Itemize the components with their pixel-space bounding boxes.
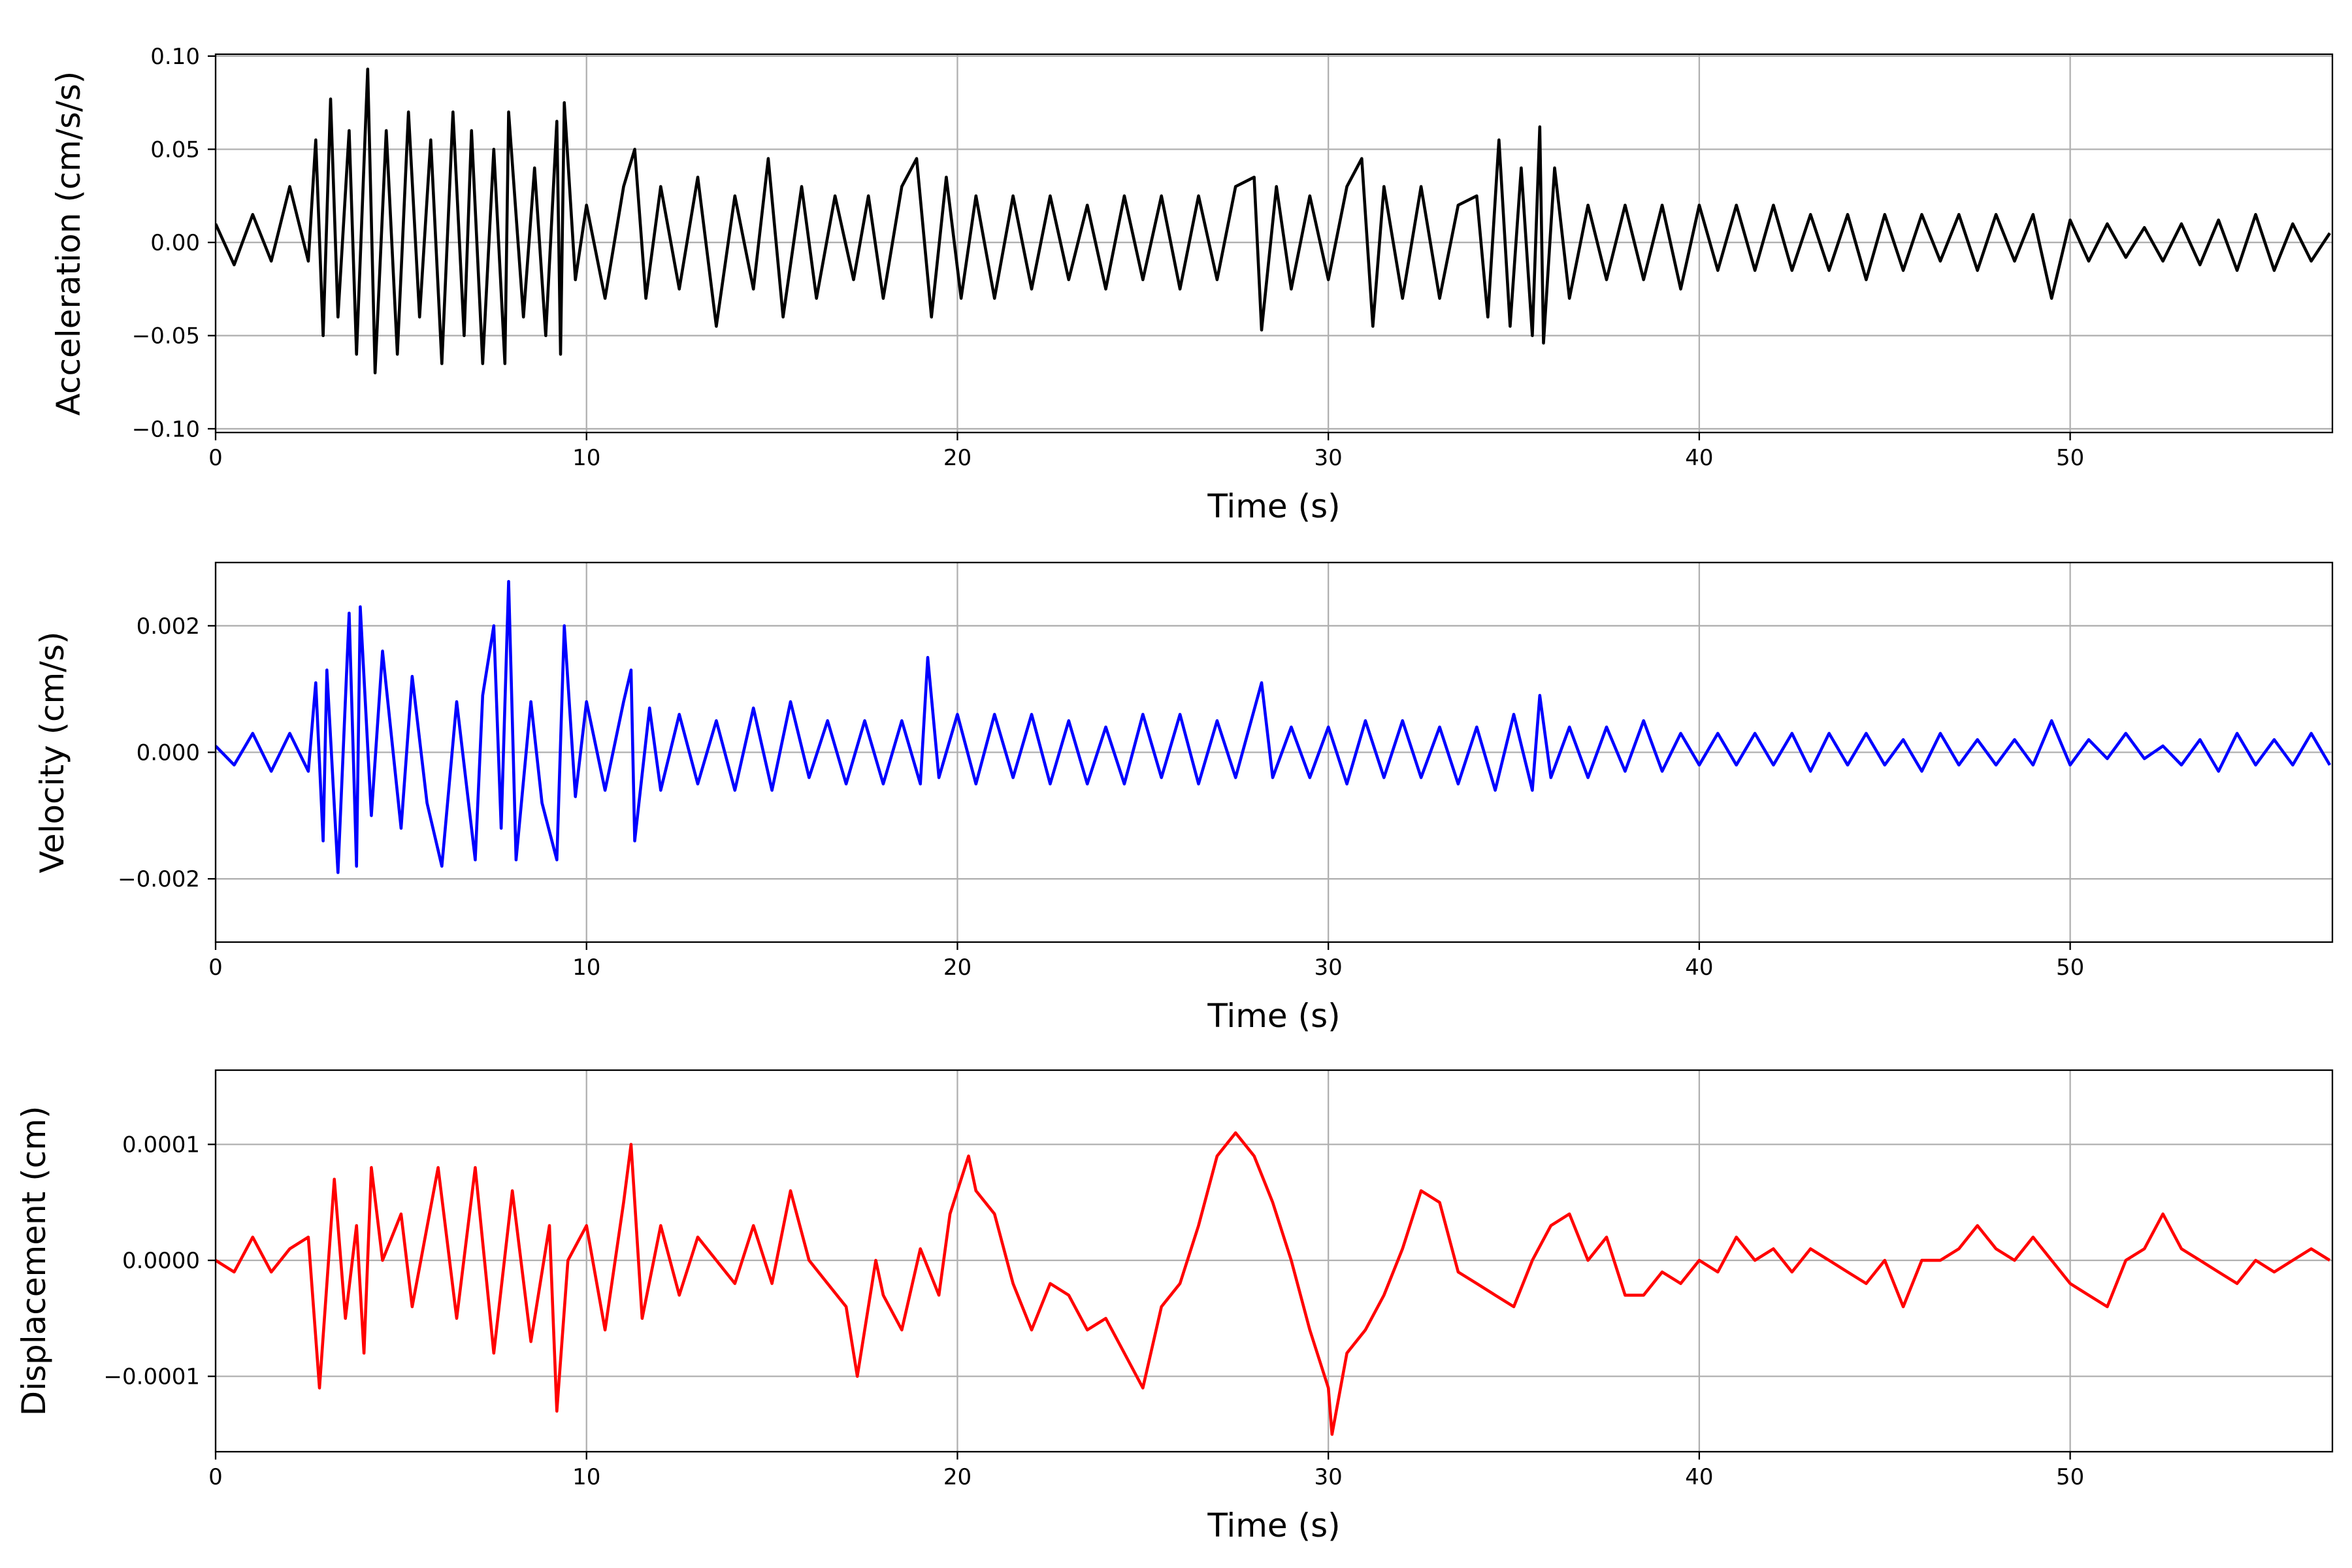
x-tick-label: 50 [2056, 445, 2084, 471]
x-tick-label: 40 [1685, 955, 1713, 981]
series-line [216, 1131, 2331, 1436]
subplot-2: 0 10 20 30 40 50 0.0001 0.0000 −0.0001 Time (s) Di… [15, 1069, 2334, 1544]
y-axis-label: Displacement (cm) [15, 1106, 53, 1416]
y-tick-label: 0.05 [150, 137, 200, 163]
y-tick-label: −0.002 [118, 866, 200, 892]
y-tick-label: 0.002 [137, 613, 200, 640]
axes-frame [214, 1069, 2334, 1453]
x-axis-label: Time (s) [1207, 487, 1340, 525]
subplot-1: 0 10 20 30 40 50 0.002 0.000 −0.002 Time (s) Veloc… [33, 561, 2334, 1035]
x-tick-label: 10 [572, 955, 600, 981]
x-axis-label: Time (s) [1207, 1507, 1340, 1544]
y-tick-label: 0.10 [150, 44, 200, 70]
y-axis-label: Velocity (cm/s) [33, 631, 71, 873]
x-tick-label: 20 [943, 1464, 972, 1490]
subplot-0: 0 10 20 30 40 50 0.10 0.05 0.00 −0.05 −0.10 Time (s… [50, 44, 2334, 525]
x-tick-label: 0 [208, 1464, 223, 1490]
x-tick-label: 50 [2056, 955, 2084, 981]
x-axis-label: Time (s) [1207, 997, 1340, 1035]
axes-frame [214, 561, 2334, 943]
x-tick-label: 30 [1315, 955, 1343, 981]
x-tick-label: 10 [572, 445, 600, 471]
y-tick-label: 0.0000 [122, 1248, 200, 1274]
y-tick-label: −0.0001 [104, 1364, 200, 1390]
x-tick-label: 40 [1685, 445, 1713, 471]
y-tick-label: 0.0001 [122, 1132, 200, 1158]
x-tick-label: 10 [572, 1464, 600, 1490]
x-tick-label: 0 [208, 445, 223, 471]
y-tick-label: 0.000 [137, 740, 200, 766]
x-tick-label: 20 [943, 445, 972, 471]
x-tick-label: 20 [943, 955, 972, 981]
series-line [216, 580, 2331, 874]
series-line [216, 67, 2331, 374]
y-tick-label: −0.10 [132, 416, 200, 442]
axes-frame [214, 53, 2334, 434]
x-tick-label: 30 [1315, 1464, 1343, 1490]
y-axis-label: Acceleration (cm/s/s) [50, 71, 88, 416]
x-tick-label: 0 [208, 955, 223, 981]
x-tick-label: 40 [1685, 1464, 1713, 1490]
x-tick-label: 30 [1315, 445, 1343, 471]
x-tick-label: 50 [2056, 1464, 2084, 1490]
y-tick-label: −0.05 [132, 323, 200, 350]
y-tick-label: 0.00 [150, 230, 200, 256]
